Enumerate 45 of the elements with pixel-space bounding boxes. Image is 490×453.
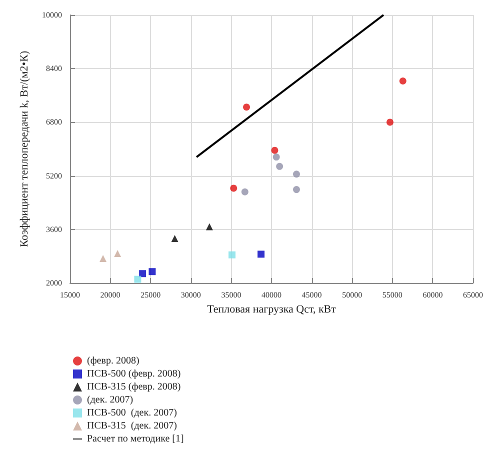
legend-label: ПСВ-500 (дек. 2007) (87, 408, 177, 418)
x-tick-label: 25000 (140, 290, 161, 300)
point (386, 118, 394, 126)
y-tick-label: 3600 (46, 224, 62, 234)
x-tick-label: 30000 (180, 290, 201, 300)
point (399, 77, 406, 84)
point (228, 251, 236, 258)
point (134, 276, 142, 283)
legend-label: (дек. 2007) (87, 394, 134, 406)
point (258, 250, 265, 258)
point (114, 250, 122, 258)
x-tick-label: 50000 (342, 290, 362, 300)
point (292, 170, 300, 178)
x-tick-label: 55000 (382, 290, 402, 300)
y-tick-label: 6800 (46, 118, 62, 127)
x-tick-label: 35000 (221, 290, 242, 300)
point (271, 146, 278, 154)
legend-label: ПСВ-500 (февр. 2008) (87, 368, 181, 380)
x-axis-title: Тепловая нагрузка Qст, кВт (207, 303, 336, 316)
legend-label: ПСВ-315 (дек. 2007) (87, 420, 177, 432)
legend-label: ПСВ-315 (февр. 2008) (87, 382, 181, 392)
point (148, 268, 156, 276)
point (272, 154, 280, 161)
y-axis-title: Коэффициент теплопередачи k, Вт/(м2•К) (18, 50, 30, 248)
x-tick-label: 60000 (422, 290, 443, 300)
point (171, 234, 178, 242)
x-tick-label: 15000 (60, 290, 80, 300)
y-tick-label: 5200 (46, 171, 62, 180)
legend-label: Расчет по методике [1] (87, 434, 184, 444)
y-tick-label: 8400 (46, 64, 62, 74)
point (276, 162, 284, 170)
y-tick-label: 2000 (46, 278, 62, 288)
point (139, 270, 146, 278)
x-tick-label: 40000 (262, 290, 282, 300)
point (243, 104, 250, 111)
x-tick-label: 45000 (302, 290, 322, 300)
legend-label: (февр. 2008) (87, 356, 140, 366)
x-tick-label: 20000 (100, 290, 120, 300)
point (206, 223, 213, 230)
point (100, 255, 107, 262)
point (230, 184, 238, 192)
x-tick-label: 65000 (463, 290, 483, 300)
point (292, 186, 300, 194)
y-tick-label: 10000 (42, 10, 62, 20)
point (241, 188, 248, 196)
